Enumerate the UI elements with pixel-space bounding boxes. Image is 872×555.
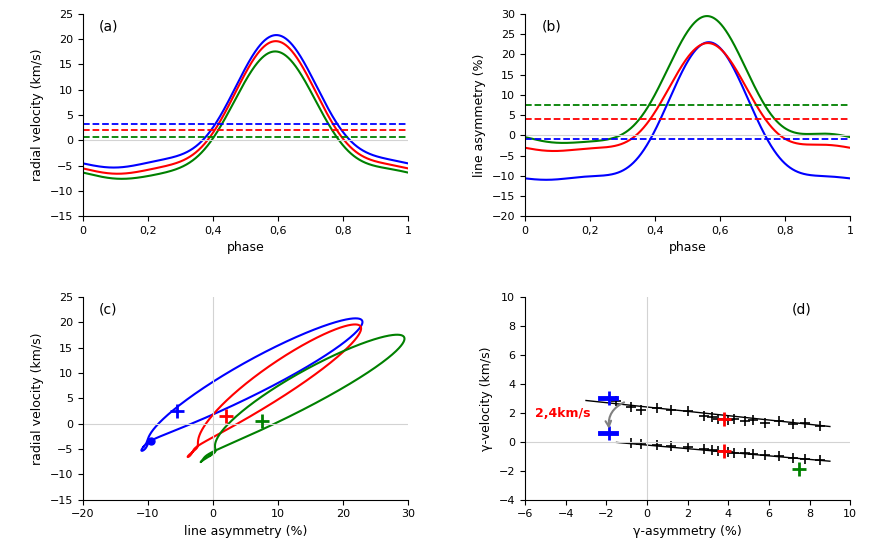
X-axis label: γ-asymmetry (%): γ-asymmetry (%) (633, 525, 742, 538)
Y-axis label: radial velocity (km/s): radial velocity (km/s) (31, 332, 44, 465)
Text: 2,4km/s: 2,4km/s (535, 407, 590, 420)
Text: (d): (d) (792, 302, 812, 316)
X-axis label: phase: phase (227, 241, 264, 255)
X-axis label: line asymmetry (%): line asymmetry (%) (184, 525, 307, 538)
Text: (a): (a) (99, 19, 119, 33)
Y-axis label: radial velocity (km/s): radial velocity (km/s) (31, 49, 44, 181)
Text: (c): (c) (99, 302, 118, 316)
Y-axis label: line asymmetry (%): line asymmetry (%) (473, 53, 487, 176)
X-axis label: phase: phase (669, 241, 706, 255)
Y-axis label: γ-velocity (km/s): γ-velocity (km/s) (480, 346, 494, 451)
Text: (b): (b) (542, 19, 561, 33)
